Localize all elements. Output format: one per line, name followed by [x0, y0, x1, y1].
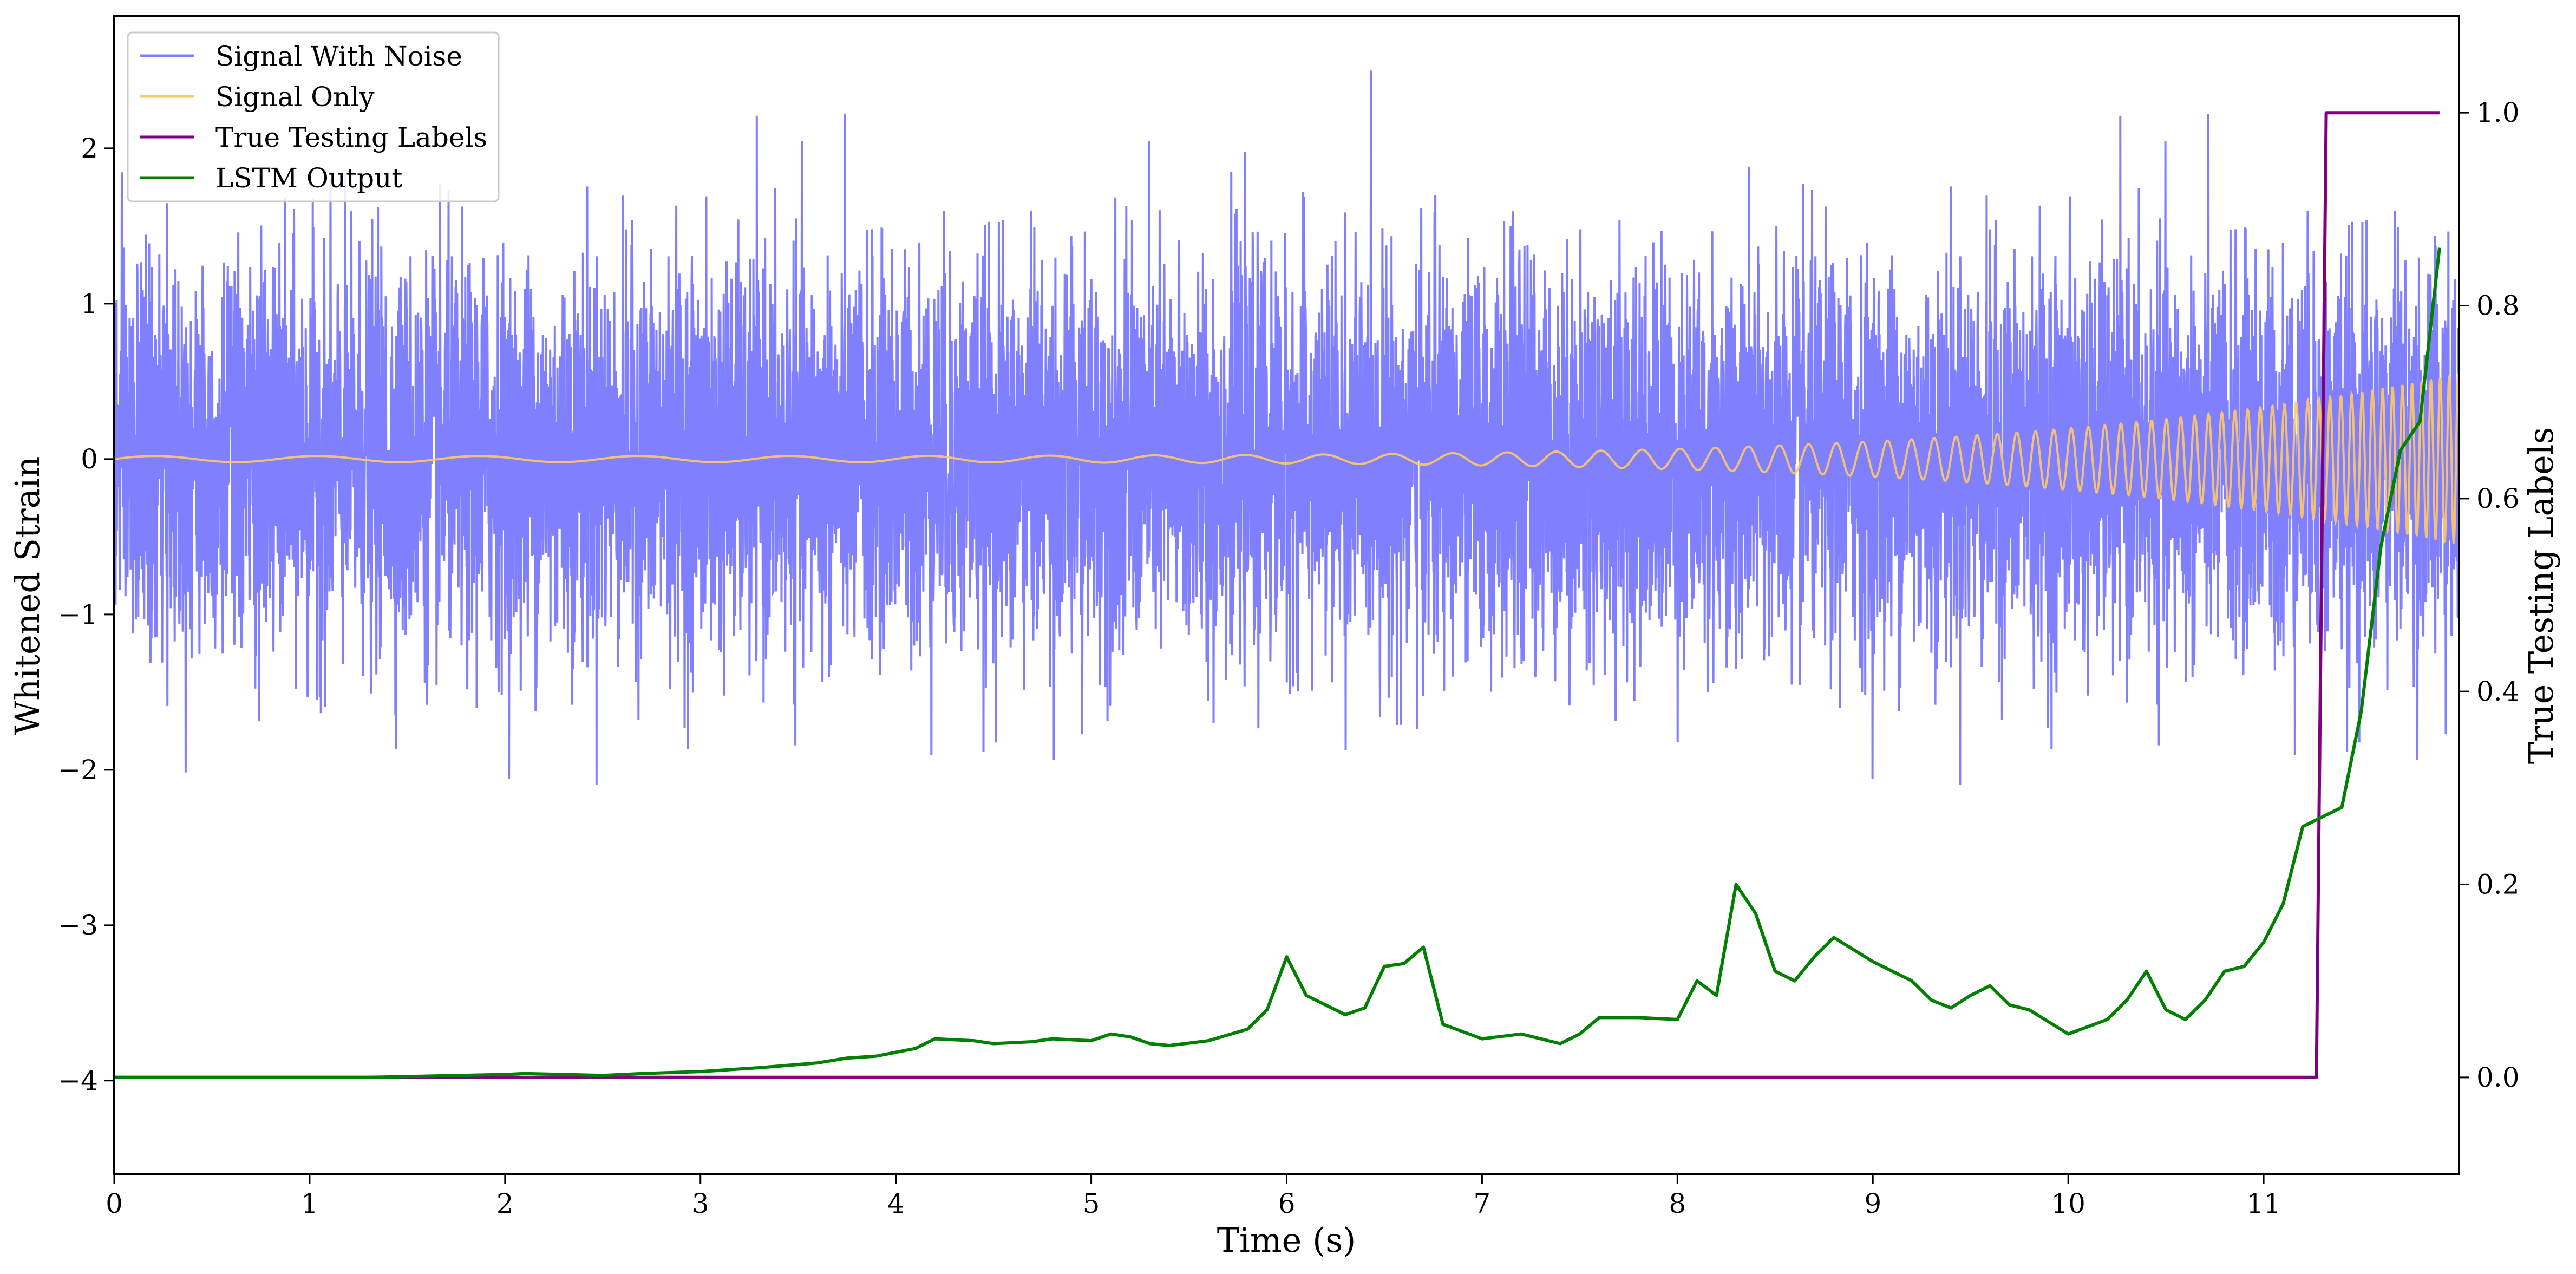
x-tick-label: 1: [301, 1188, 318, 1219]
x-tick-label: 8: [1669, 1188, 1686, 1219]
y2-tick-label: 0.8: [2476, 290, 2520, 322]
legend-label-true-testing-labels: True Testing Labels: [215, 122, 487, 153]
x-tick-label: 0: [106, 1188, 123, 1219]
x-tick-label: 3: [692, 1188, 709, 1219]
series-true-testing-labels: [114, 111, 2440, 1079]
x-tick-label: 11: [2246, 1188, 2281, 1219]
y-tick-label: −4: [58, 1065, 98, 1096]
legend-label-signal-only: Signal Only: [215, 81, 375, 113]
x-tick-label: 9: [1864, 1188, 1881, 1219]
legend: Signal With Noise Signal Only True Testi…: [127, 31, 500, 202]
series-lstm-output: [114, 247, 2441, 1079]
y2-tick-label: 1.0: [2476, 97, 2520, 128]
y2-axis-title: True Testing Labels: [2521, 427, 2561, 765]
y-tick-label: 2: [81, 133, 98, 164]
x-tick-label: 2: [496, 1188, 514, 1219]
series-signal-only: [114, 374, 2459, 545]
y-tick-label: −2: [58, 754, 98, 786]
y-tick-label: −1: [58, 599, 98, 630]
plot-area: [114, 70, 2459, 1079]
series-signal-with-noise: [114, 70, 2459, 785]
y-tick-label: 0: [81, 443, 98, 475]
x-axis-title: Time (s): [1217, 1220, 1356, 1260]
y-axis-title: Whitened Strain: [8, 456, 47, 735]
x-tick-label: 7: [1474, 1188, 1491, 1219]
y2-tick-label: 0.6: [2476, 483, 2520, 514]
x-tick-label: 6: [1278, 1188, 1296, 1219]
y-tick-label: 1: [81, 288, 98, 319]
y-tick-label: −3: [58, 910, 98, 941]
x-tick-label: 4: [887, 1188, 905, 1219]
legend-label-lstm-output: LSTM Output: [215, 162, 402, 194]
legend-box: [127, 31, 500, 202]
y2-tick-label: 0.4: [2476, 676, 2520, 707]
y2-tick-label: 0.0: [2476, 1062, 2520, 1093]
axes: 0 1 2 3 4 5 6 7 8 9 10 11 −4 −3 −2 −1 0 1 2 0.0 0.2 0.4 0.6 0.8…: [58, 97, 2519, 1219]
x-tick-label: 10: [2051, 1188, 2085, 1219]
legend-label-signal-with-noise: Signal With Noise: [215, 41, 462, 72]
x-tick-label: 5: [1083, 1188, 1100, 1219]
y2-tick-label: 0.2: [2476, 869, 2520, 900]
